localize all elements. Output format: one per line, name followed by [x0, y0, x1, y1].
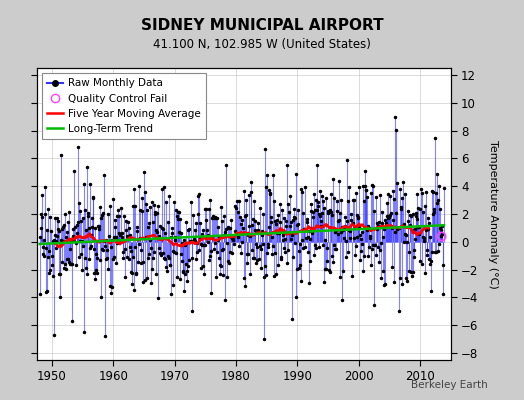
Text: 41.100 N, 102.985 W (United States): 41.100 N, 102.985 W (United States) [153, 38, 371, 51]
Legend: Raw Monthly Data, Quality Control Fail, Five Year Moving Average, Long-Term Tren: Raw Monthly Data, Quality Control Fail, … [42, 73, 206, 139]
Text: Berkeley Earth: Berkeley Earth [411, 380, 487, 390]
Y-axis label: Temperature Anomaly (°C): Temperature Anomaly (°C) [488, 140, 498, 288]
Text: SIDNEY MUNICIPAL AIRPORT: SIDNEY MUNICIPAL AIRPORT [140, 18, 384, 33]
